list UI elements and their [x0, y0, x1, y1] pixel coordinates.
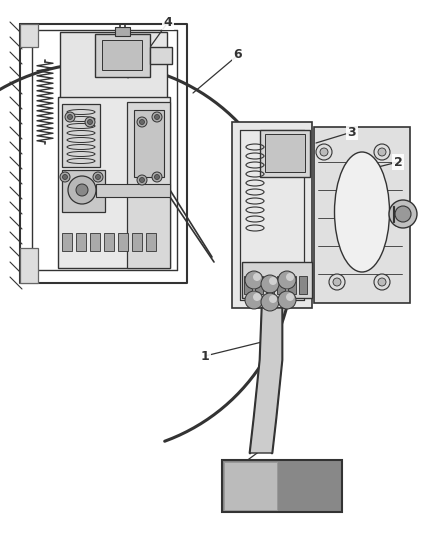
Polygon shape [393, 206, 394, 222]
Circle shape [245, 271, 263, 289]
Text: 2: 2 [394, 156, 403, 168]
Circle shape [68, 176, 96, 204]
Polygon shape [134, 110, 164, 177]
Circle shape [320, 148, 328, 156]
Circle shape [152, 172, 162, 182]
Circle shape [261, 293, 279, 311]
Polygon shape [150, 47, 172, 64]
Polygon shape [255, 276, 263, 294]
Polygon shape [222, 460, 342, 512]
Circle shape [245, 291, 263, 309]
Polygon shape [95, 34, 150, 77]
Circle shape [253, 273, 261, 281]
Ellipse shape [335, 152, 389, 272]
Polygon shape [102, 40, 142, 70]
Polygon shape [132, 233, 142, 251]
Circle shape [278, 291, 296, 309]
Circle shape [139, 119, 145, 125]
Circle shape [286, 293, 294, 301]
Circle shape [374, 144, 390, 160]
Circle shape [329, 274, 345, 290]
Circle shape [137, 175, 147, 185]
Circle shape [333, 278, 341, 286]
Circle shape [269, 295, 277, 303]
Text: 5: 5 [398, 214, 406, 227]
Circle shape [269, 277, 277, 285]
Polygon shape [224, 462, 277, 510]
Polygon shape [115, 27, 130, 36]
Polygon shape [90, 233, 100, 251]
Circle shape [155, 174, 159, 180]
Text: 4: 4 [164, 15, 173, 28]
Circle shape [155, 115, 159, 119]
Polygon shape [266, 276, 274, 294]
Circle shape [378, 148, 386, 156]
Polygon shape [20, 248, 38, 283]
Circle shape [137, 117, 147, 127]
Polygon shape [299, 276, 307, 294]
Polygon shape [127, 102, 170, 268]
Circle shape [88, 119, 92, 125]
Circle shape [95, 174, 100, 180]
Text: 6: 6 [234, 49, 242, 61]
Circle shape [152, 112, 162, 122]
Polygon shape [58, 97, 170, 268]
Circle shape [65, 112, 75, 122]
Polygon shape [62, 233, 72, 251]
Polygon shape [288, 276, 296, 294]
Circle shape [378, 278, 386, 286]
Polygon shape [250, 308, 282, 453]
Text: 7: 7 [226, 466, 234, 480]
Circle shape [395, 206, 411, 222]
Circle shape [60, 172, 70, 182]
Circle shape [85, 117, 95, 127]
Polygon shape [104, 233, 114, 251]
Circle shape [278, 271, 296, 289]
Circle shape [63, 174, 67, 180]
Circle shape [76, 184, 88, 196]
Circle shape [93, 172, 103, 182]
Text: 1: 1 [201, 350, 209, 362]
Polygon shape [260, 130, 310, 177]
Polygon shape [232, 122, 312, 308]
Polygon shape [20, 24, 38, 47]
Polygon shape [277, 276, 285, 294]
Polygon shape [62, 104, 100, 167]
Polygon shape [60, 32, 167, 102]
Polygon shape [242, 262, 312, 298]
Circle shape [139, 177, 145, 182]
Circle shape [261, 275, 279, 293]
Circle shape [389, 200, 417, 228]
Polygon shape [62, 170, 105, 212]
Circle shape [374, 274, 390, 290]
Polygon shape [314, 127, 410, 303]
Polygon shape [118, 233, 128, 251]
Polygon shape [244, 276, 252, 294]
Circle shape [286, 273, 294, 281]
Polygon shape [76, 233, 86, 251]
Text: 3: 3 [348, 125, 356, 139]
Polygon shape [146, 233, 156, 251]
Circle shape [316, 144, 332, 160]
Circle shape [253, 293, 261, 301]
Polygon shape [265, 134, 305, 172]
Polygon shape [96, 184, 170, 197]
Circle shape [67, 115, 73, 119]
